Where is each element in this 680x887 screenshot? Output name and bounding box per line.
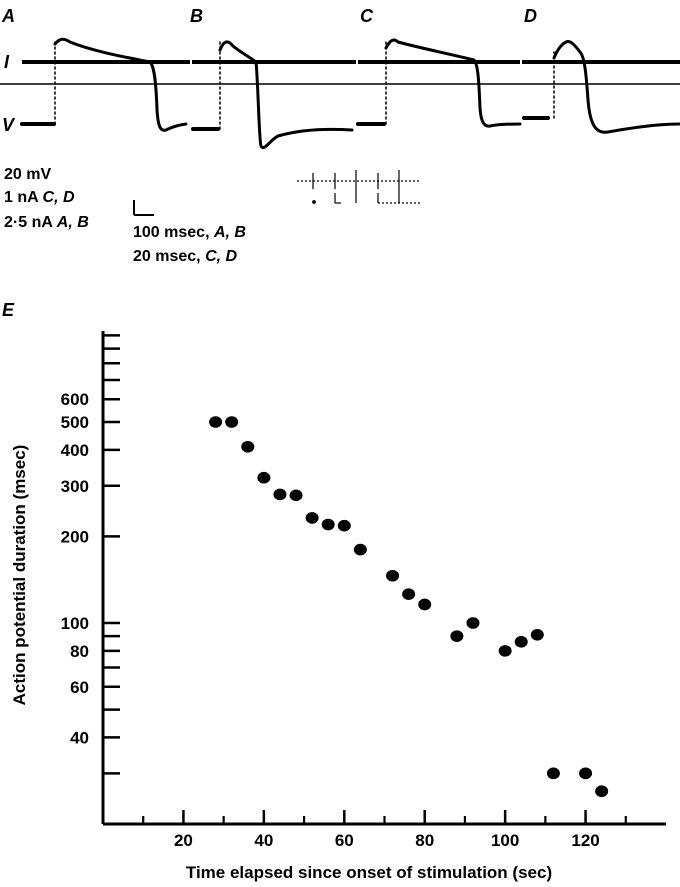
panel-label-a: A (1, 6, 15, 26)
data-point (321, 518, 335, 531)
scatter-chart: 40 60 80 100 200 300 400 500 600 20 40 60 80 100 120 (61, 331, 666, 850)
data-point (595, 785, 609, 798)
y-axis-ticks: 40 60 80 100 200 300 400 500 600 (61, 334, 120, 826)
x-axis-ticks: 20 40 60 80 100 120 (142, 810, 627, 850)
y-tick-label: 400 (61, 441, 89, 460)
calibration-current-cd-panels: C, D (43, 189, 75, 206)
y-tick-label: 100 (61, 614, 89, 633)
data-point (353, 543, 367, 556)
svg-text:100 msec, A, B: 100 msec, A, B (133, 224, 246, 241)
data-point (546, 767, 560, 780)
trace-c (356, 38, 522, 128)
x-tick-label: 60 (335, 831, 354, 850)
calibration-time-cd-panels: C, D (205, 248, 237, 265)
y-tick-label: 80 (70, 642, 89, 661)
voltage-row-label: V (2, 115, 16, 135)
x-tick-label: 40 (254, 831, 273, 850)
data-point (530, 628, 544, 641)
data-point (498, 645, 512, 657)
data-point (289, 489, 303, 502)
panel-label-c: C (360, 6, 374, 26)
y-tick-label: 300 (61, 477, 89, 496)
x-tick-label: 100 (491, 831, 519, 850)
x-tick-label: 120 (571, 831, 599, 850)
x-tick-label: 80 (415, 831, 434, 850)
calibration-voltage: 20 mV (4, 166, 51, 183)
panel-label-d: D (524, 6, 537, 26)
y-tick-label: 500 (61, 413, 89, 432)
calibration-current-ab-panels: A, B (56, 214, 89, 231)
calibration-bar (133, 200, 154, 216)
data-point (402, 588, 416, 600)
data-point (257, 471, 271, 484)
current-row-label: I (4, 52, 10, 72)
panel-label-b: B (190, 6, 203, 26)
x-tick-label: 20 (174, 831, 193, 850)
stimulus-marker (297, 170, 420, 204)
svg-text:20 msec, C, D: 20 msec, C, D (133, 248, 238, 265)
y-tick-label: 40 (70, 728, 89, 747)
data-point (579, 767, 593, 780)
data-point (514, 636, 528, 648)
data-point (386, 569, 400, 582)
calibration-time-cd-value: 20 msec, (133, 248, 201, 265)
y-tick-label: 200 (61, 527, 89, 546)
data-point (466, 617, 480, 629)
data-point (241, 440, 255, 453)
data-point (225, 416, 239, 428)
x-axis-title: Time elapsed since onset of stimulation … (186, 863, 552, 882)
data-point (305, 512, 319, 524)
trace-b (191, 40, 354, 150)
data-points (209, 416, 609, 798)
y-axis-title: Action potential duration (msec) (10, 445, 29, 706)
y-tick-label: 60 (70, 678, 89, 697)
data-point (273, 488, 287, 501)
data-point (337, 519, 351, 532)
data-point (450, 630, 464, 642)
calibration-time-ab-panels: A, B (213, 224, 246, 241)
svg-text:1 nA C, D: 1 nA C, D (4, 189, 75, 206)
calibration-time-ab-value: 100 msec, (133, 224, 210, 241)
svg-text:2·5 nA A, B: 2·5 nA A, B (4, 214, 89, 231)
chart-panel-label: E (2, 300, 15, 320)
data-point (209, 416, 223, 428)
data-point (418, 598, 432, 611)
calibration-current-cd-value: 1 nA (4, 189, 39, 206)
calibration-current-ab-value: 2·5 nA (4, 214, 53, 231)
trace-a (20, 37, 188, 132)
trace-d (522, 40, 680, 134)
chart-axes (101, 331, 666, 826)
y-tick-label: 600 (61, 390, 89, 409)
